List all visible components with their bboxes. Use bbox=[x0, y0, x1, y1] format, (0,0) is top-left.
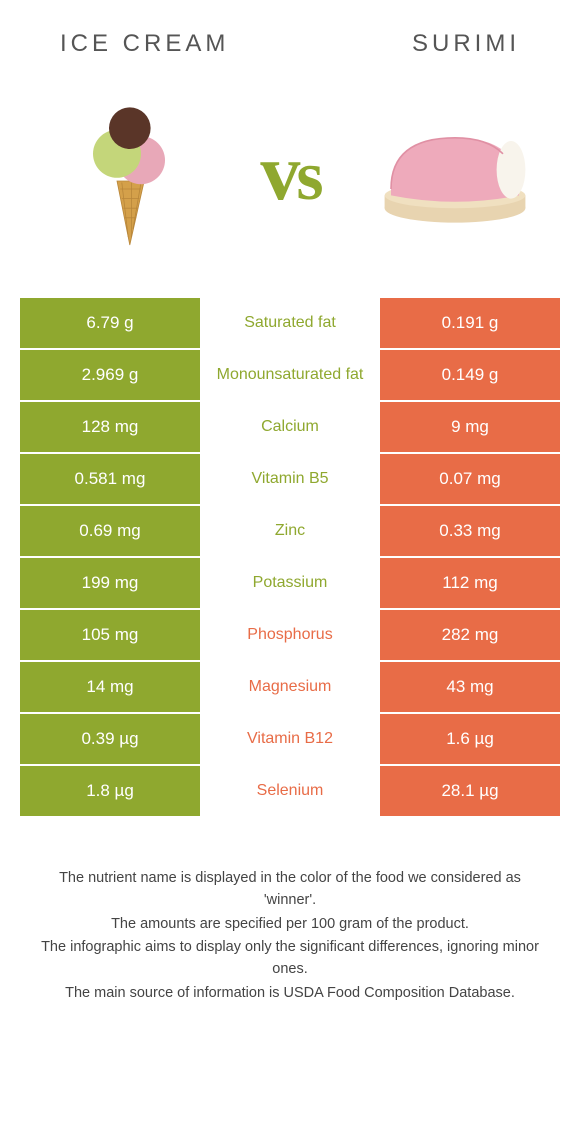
table-row: 0.69 mgZinc0.33 mg bbox=[20, 506, 560, 558]
cell-nutrient-label: Vitamin B12 bbox=[200, 714, 380, 764]
cell-left-value: 6.79 g bbox=[20, 298, 200, 348]
cell-left-value: 1.8 µg bbox=[20, 766, 200, 816]
cell-nutrient-label: Potassium bbox=[200, 558, 380, 608]
cell-left-value: 14 mg bbox=[20, 662, 200, 712]
cell-nutrient-label: Phosphorus bbox=[200, 610, 380, 660]
cell-nutrient-label: Saturated fat bbox=[200, 298, 380, 348]
images-row: vs bbox=[0, 78, 580, 298]
infographic-container: Ice cream Surimi vs bbox=[0, 0, 580, 1005]
table-row: 6.79 gSaturated fat0.191 g bbox=[20, 298, 560, 350]
cell-nutrient-label: Vitamin B5 bbox=[200, 454, 380, 504]
footer-line-4: The main source of information is USDA F… bbox=[40, 983, 540, 1005]
cell-right-value: 43 mg bbox=[380, 662, 560, 712]
cell-left-value: 0.69 mg bbox=[20, 506, 200, 556]
cell-right-value: 282 mg bbox=[380, 610, 560, 660]
table-row: 199 mgPotassium112 mg bbox=[20, 558, 560, 610]
table-row: 0.39 µgVitamin B121.6 µg bbox=[20, 714, 560, 766]
cell-left-value: 2.969 g bbox=[20, 350, 200, 400]
table-row: 0.581 mgVitamin B50.07 mg bbox=[20, 454, 560, 506]
vs-label: vs bbox=[260, 128, 319, 219]
cell-left-value: 105 mg bbox=[20, 610, 200, 660]
title-left: Ice cream bbox=[60, 30, 229, 58]
cell-right-value: 0.191 g bbox=[380, 298, 560, 348]
cell-nutrient-label: Magnesium bbox=[200, 662, 380, 712]
footer-line-1: The nutrient name is displayed in the co… bbox=[40, 868, 540, 912]
cell-right-value: 0.33 mg bbox=[380, 506, 560, 556]
cell-left-value: 0.581 mg bbox=[20, 454, 200, 504]
title-right: Surimi bbox=[412, 30, 520, 58]
surimi-icon bbox=[375, 93, 535, 253]
table-row: 14 mgMagnesium43 mg bbox=[20, 662, 560, 714]
cell-nutrient-label: Zinc bbox=[200, 506, 380, 556]
cell-right-value: 0.07 mg bbox=[380, 454, 560, 504]
footer-line-3: The infographic aims to display only the… bbox=[40, 937, 540, 981]
table-row: 128 mgCalcium9 mg bbox=[20, 402, 560, 454]
cell-right-value: 112 mg bbox=[380, 558, 560, 608]
cell-left-value: 199 mg bbox=[20, 558, 200, 608]
cell-right-value: 9 mg bbox=[380, 402, 560, 452]
cell-nutrient-label: Calcium bbox=[200, 402, 380, 452]
footer-notes: The nutrient name is displayed in the co… bbox=[40, 868, 540, 1005]
table-row: 105 mgPhosphorus282 mg bbox=[20, 610, 560, 662]
table-row: 2.969 gMonounsaturated fat0.149 g bbox=[20, 350, 560, 402]
cell-right-value: 1.6 µg bbox=[380, 714, 560, 764]
header-row: Ice cream Surimi bbox=[0, 0, 580, 78]
cell-right-value: 28.1 µg bbox=[380, 766, 560, 816]
surimi-image bbox=[370, 88, 540, 258]
cell-nutrient-label: Monounsaturated fat bbox=[200, 350, 380, 400]
icecream-image bbox=[40, 88, 210, 258]
icecream-icon bbox=[45, 93, 205, 253]
footer-line-2: The amounts are specified per 100 gram o… bbox=[40, 914, 540, 936]
cell-left-value: 0.39 µg bbox=[20, 714, 200, 764]
comparison-table: 6.79 gSaturated fat0.191 g2.969 gMonouns… bbox=[20, 298, 560, 818]
cell-nutrient-label: Selenium bbox=[200, 766, 380, 816]
table-row: 1.8 µgSelenium28.1 µg bbox=[20, 766, 560, 818]
cell-right-value: 0.149 g bbox=[380, 350, 560, 400]
cell-left-value: 128 mg bbox=[20, 402, 200, 452]
